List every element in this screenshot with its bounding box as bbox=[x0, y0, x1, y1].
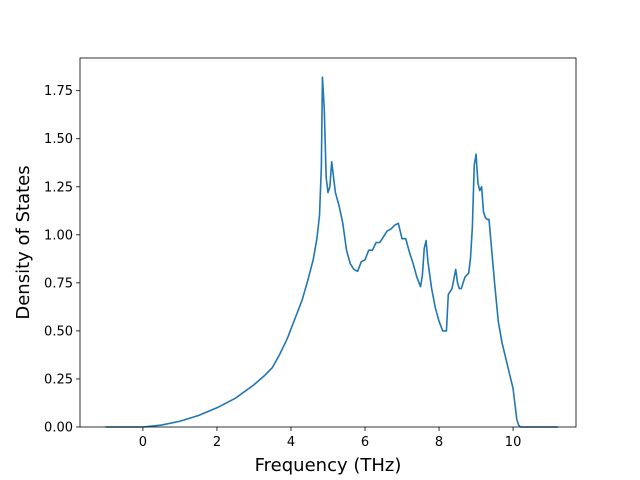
y-tick-label: 0.50 bbox=[44, 324, 73, 339]
x-tick-label: 4 bbox=[287, 435, 295, 450]
axes-frame bbox=[79, 57, 577, 428]
y-tick-label: 0.75 bbox=[44, 276, 73, 291]
x-tick-label: 0 bbox=[139, 435, 147, 450]
y-tick-label: 1.00 bbox=[44, 228, 73, 243]
y-tick-label: 0.00 bbox=[44, 421, 73, 436]
x-axis-label: Frequency (THz) bbox=[255, 455, 402, 476]
y-tick-label: 0.25 bbox=[44, 372, 73, 387]
y-tick-label: 1.75 bbox=[44, 84, 73, 99]
x-axis-ticks: 0 2 4 6 8 10 bbox=[139, 427, 522, 450]
x-tick-label: 8 bbox=[435, 435, 443, 450]
y-axis-label: Density of States bbox=[13, 165, 34, 319]
x-tick-label: 6 bbox=[361, 435, 369, 450]
x-tick-label: 10 bbox=[505, 435, 522, 450]
dos-line bbox=[105, 76, 559, 428]
y-tick-label: 1.25 bbox=[44, 180, 73, 195]
y-tick-label: 1.50 bbox=[44, 132, 73, 147]
x-tick-label: 2 bbox=[213, 435, 221, 450]
y-axis-ticks: 0.00 0.25 0.50 0.75 1.00 1.25 1.50 1.75 bbox=[44, 84, 80, 436]
